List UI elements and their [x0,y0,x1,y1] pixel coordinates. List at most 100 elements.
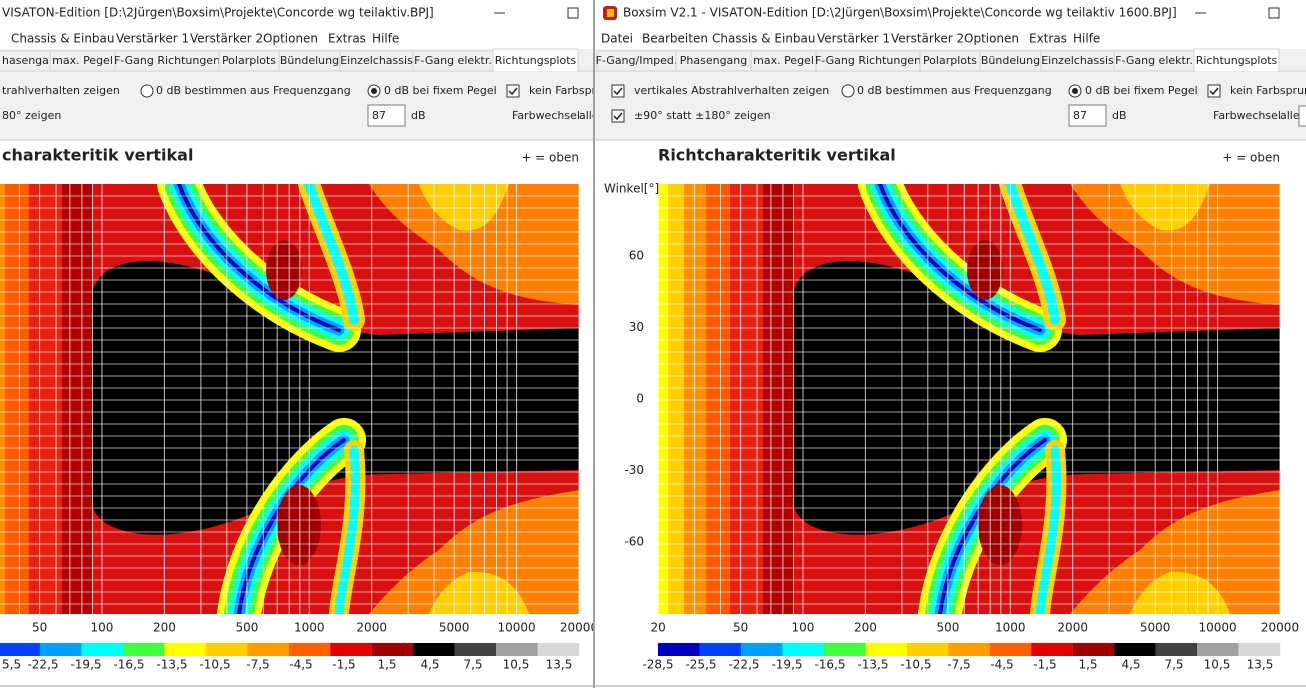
x-tick-label: 1000 [995,621,1026,635]
tab-label[interactable]: F-Gang Richtungen [114,54,220,67]
menu-item[interactable]: Extras [328,32,366,46]
colorbar-swatch [1155,643,1198,656]
colorbar-label: 1,5 [1078,658,1097,672]
menu-item[interactable]: Verstärker 2 [190,32,263,46]
tab-label[interactable]: max. Pegel [753,54,814,67]
tab-label[interactable]: Bündelung [981,54,1040,67]
menu-item[interactable]: Verstärker 1 [817,32,890,46]
menu-item[interactable]: Extras [1029,32,1067,46]
checkmark [508,87,518,96]
tab-label[interactable]: Richtungsplots [1196,54,1278,67]
checkbox[interactable] [611,84,625,98]
radio-dot [371,88,377,94]
x-tick-label: 20 [650,621,665,635]
tab-label[interactable]: hasengang [2,54,63,67]
tab-label[interactable]: F-Gang elektr. [1115,54,1193,67]
menu-item[interactable]: Hilfe [372,32,399,46]
tab-label[interactable]: F-Gang elektr. [414,54,492,67]
options-panel [0,72,593,140]
x-tick-label: 100 [792,621,815,635]
colorbar-label: -13,5 [857,658,888,672]
menu-item[interactable]: Chassis & Einbau [712,32,816,46]
colorbar-swatch [948,643,990,656]
menu-item[interactable]: Verstärker 1 [116,32,189,46]
colorbar-label: 1,5 [377,658,396,672]
menu-item[interactable]: Bearbeiten [642,32,708,46]
colorbar-swatch [1031,643,1073,656]
menu-item[interactable]: Hilfe [1073,32,1100,46]
colorbar-swatch [865,643,907,656]
tab-label[interactable]: Polarplots [923,54,977,67]
checkbox[interactable] [506,84,520,98]
menu-item[interactable]: Verstärker 2 [891,32,964,46]
color-change-label: Farbwechsel [1213,109,1281,122]
colorbar-label: 4,5 [420,658,439,672]
tab-label[interactable]: Bündelung [280,54,339,67]
colorbar-label: -22,5 [728,658,759,672]
tab-label[interactable]: max. Pegel [52,54,113,67]
tab-label[interactable]: Einzelchassis [340,54,413,67]
menu-item[interactable]: Chassis & Einbau [11,32,115,46]
tab-label[interactable]: Einzelchassis [1041,54,1114,67]
menu-item[interactable]: Optionen [964,32,1019,46]
colorbar-swatch [496,643,538,656]
colorbar-swatch [81,643,124,656]
level-value: 87 [1073,109,1087,122]
level-input[interactable] [1068,104,1107,127]
x-tick-label: 200 [153,621,176,635]
colorbar-swatch [371,643,414,656]
colorbar-label: -1,5 [1033,658,1056,672]
heatmap-image [658,184,1280,614]
menu-item[interactable]: Optionen [263,32,318,46]
colorbar-label: -16,5 [113,658,144,672]
color-change-value: alle [1280,109,1300,122]
option-label[interactable]: ±90° statt ±180° zeigen [634,109,771,122]
colorbar-swatch [454,643,497,656]
option-label[interactable]: 0 dB bestimmen aus Frequenzgang [156,84,351,97]
colorbar-label: -13,5 [156,658,187,672]
colorbar-swatch [413,643,455,656]
maximize-button[interactable] [567,7,579,19]
options-panel [595,72,1306,140]
colorbar-swatch [658,643,700,656]
colorbar-label: -10,5 [199,658,230,672]
checkbox[interactable] [1207,84,1221,98]
colorbar-swatch [740,643,783,656]
level-unit: dB [411,109,426,122]
colorbar-label: -10,5 [900,658,931,672]
plot-title: charakteritik vertikal [2,146,193,165]
maximize-button[interactable] [1268,7,1280,19]
colorbar-swatch [0,643,41,656]
tab-label[interactable]: Richtungsplots [495,54,577,67]
x-tick-label: 5000 [439,621,470,635]
colorbar-swatch [39,643,82,656]
tab-label[interactable]: Phasengang [680,54,748,67]
checkbox[interactable] [611,109,625,123]
menu-item[interactable]: Datei [601,32,633,46]
x-tick-label: 50 [733,621,748,635]
left-window: VISATON-Edition [D:\2Jürgen\Boxsim\Proje… [0,0,610,687]
x-tick-label: 100 [91,621,114,635]
option-label[interactable]: vertikales Abstrahlverhalten zeigen [634,84,829,97]
checkmark [613,112,623,121]
colorbar-label: 7,5 [463,658,482,672]
option-label[interactable]: kein Farbsprun [529,84,610,97]
tab-label[interactable]: F-Gang Richtungen [815,54,921,67]
tab-label[interactable]: F-Gang/Imped. [596,54,678,67]
option-label[interactable]: kein Farbsprung [1230,84,1306,97]
color-change-input[interactable] [1298,105,1306,127]
option-label[interactable]: trahlverhalten zeigen [2,84,120,97]
option-label[interactable]: 80° zeigen [2,109,61,122]
option-label[interactable]: 0 dB bei fixem Pegel [384,84,497,97]
option-label[interactable]: 0 dB bei fixem Pegel [1085,84,1198,97]
option-label[interactable]: 0 dB bestimmen aus Frequenzgang [857,84,1052,97]
radio-button[interactable] [140,84,154,98]
y-tick-label: -60 [624,534,644,548]
level-input[interactable] [367,104,406,127]
radio-button[interactable] [841,84,855,98]
level-value: 87 [372,109,386,122]
window-content: VISATON-Edition [D:\2Jürgen\Boxsim\Proje… [0,0,610,687]
tab-label[interactable]: Polarplots [222,54,276,67]
colorbar-swatch [782,643,825,656]
